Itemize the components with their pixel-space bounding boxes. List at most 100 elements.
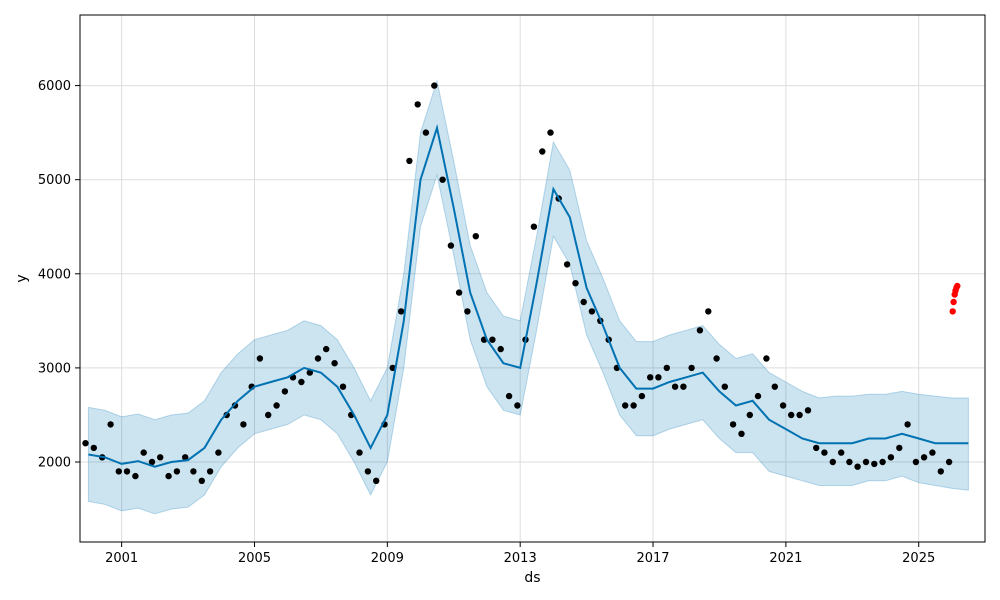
- observed-point: [148, 458, 156, 466]
- observed-point: [464, 308, 471, 315]
- observed-point: [414, 101, 421, 108]
- observed-point: [705, 308, 712, 315]
- observed-point: [190, 468, 197, 475]
- observed-point: [182, 454, 189, 461]
- observed-point: [655, 374, 662, 381]
- observed-point: [306, 369, 313, 376]
- observed-point: [779, 402, 787, 409]
- x-tick-label: 2021: [769, 551, 802, 566]
- observed-point: [505, 392, 513, 400]
- observed-point: [90, 444, 98, 452]
- observed-point: [273, 402, 280, 409]
- x-axis-label: ds: [524, 570, 540, 586]
- observed-point: [638, 392, 646, 400]
- observed-point: [746, 411, 753, 419]
- observed-point: [887, 454, 895, 461]
- x-tick-label: 2013: [504, 551, 537, 566]
- observed-point: [165, 472, 172, 480]
- x-tick-label: 2009: [371, 551, 404, 566]
- y-tick-label: 6000: [38, 79, 71, 94]
- y-axis-ticks: 2000 3000 4000 5000 6000: [38, 79, 80, 471]
- observed-point: [422, 129, 430, 136]
- x-tick-label: 2017: [636, 551, 669, 566]
- observed-point: [240, 421, 247, 428]
- observed-point: [472, 233, 479, 240]
- observed-point: [588, 308, 596, 315]
- observed-point: [862, 458, 870, 466]
- observed-point: [721, 383, 728, 390]
- observed-point: [107, 421, 114, 428]
- observed-point: [431, 82, 438, 89]
- y-tick-label: 5000: [38, 173, 71, 188]
- observed-point: [530, 223, 538, 230]
- observed-point: [547, 129, 554, 136]
- grid-lines: [80, 15, 985, 542]
- observed-point: [439, 176, 446, 183]
- observed-point: [838, 449, 845, 456]
- observed-point: [356, 449, 363, 456]
- observed-point: [563, 261, 571, 268]
- observed-point: [763, 355, 770, 362]
- observed-point: [314, 355, 322, 362]
- observed-point: [298, 378, 305, 386]
- observed-point: [630, 402, 637, 409]
- observed-point: [945, 458, 953, 466]
- x-tick-label: 2025: [902, 551, 935, 566]
- observed-point: [364, 468, 372, 475]
- observed-point: [879, 458, 886, 466]
- observed-point: [912, 458, 920, 466]
- observed-point: [539, 148, 546, 155]
- observed-point: [489, 336, 496, 343]
- observed-point: [397, 308, 405, 315]
- extra-point: [954, 282, 961, 290]
- observed-point: [688, 364, 695, 372]
- observed-point: [846, 458, 853, 466]
- y-tick-label: 2000: [38, 456, 71, 471]
- observed-point: [671, 383, 679, 390]
- observed-point: [157, 454, 164, 461]
- observed-point: [281, 388, 289, 395]
- observed-point: [455, 289, 463, 296]
- observed-point: [929, 449, 936, 456]
- observed-point: [713, 355, 720, 362]
- observed-point: [115, 468, 123, 475]
- observed-point: [572, 280, 579, 287]
- observed-point: [788, 411, 795, 419]
- extra-point: [949, 308, 956, 315]
- observed-point: [804, 407, 812, 414]
- observed-point: [696, 327, 704, 334]
- observed-point: [796, 411, 803, 419]
- observed-point: [140, 449, 147, 456]
- observed-point: [729, 421, 737, 428]
- observed-point: [754, 392, 762, 400]
- x-tick-label: 2001: [105, 551, 138, 566]
- observed-point: [771, 383, 778, 390]
- observed-point: [937, 468, 944, 475]
- observed-point: [647, 374, 654, 381]
- y-tick-label: 4000: [38, 267, 71, 282]
- y-tick-label: 3000: [38, 361, 71, 376]
- extra-point: [950, 298, 957, 306]
- observed-point: [854, 463, 861, 470]
- plot-frame: [79, 14, 986, 543]
- observed-point: [206, 468, 214, 475]
- observed-point: [821, 449, 828, 456]
- x-axis-ticks: 2001 2005 2009 2013 2017 2021 2025: [105, 542, 935, 566]
- observed-point: [215, 449, 222, 456]
- observed-point: [132, 472, 139, 480]
- y-axis-label: y: [14, 274, 30, 282]
- observed-point: [514, 402, 521, 409]
- observed-point: [829, 458, 836, 466]
- observed-point: [871, 460, 878, 468]
- observed-point: [447, 242, 455, 249]
- observed-point: [173, 468, 181, 475]
- observed-point: [920, 454, 928, 461]
- x-tick-label: 2005: [238, 551, 271, 566]
- uncertainty-band: [87, 78, 969, 515]
- observed-point: [622, 402, 629, 409]
- observed-point: [406, 157, 413, 165]
- forecast-line: [88, 123, 969, 468]
- observed-point: [497, 345, 504, 353]
- observed-point: [580, 298, 587, 306]
